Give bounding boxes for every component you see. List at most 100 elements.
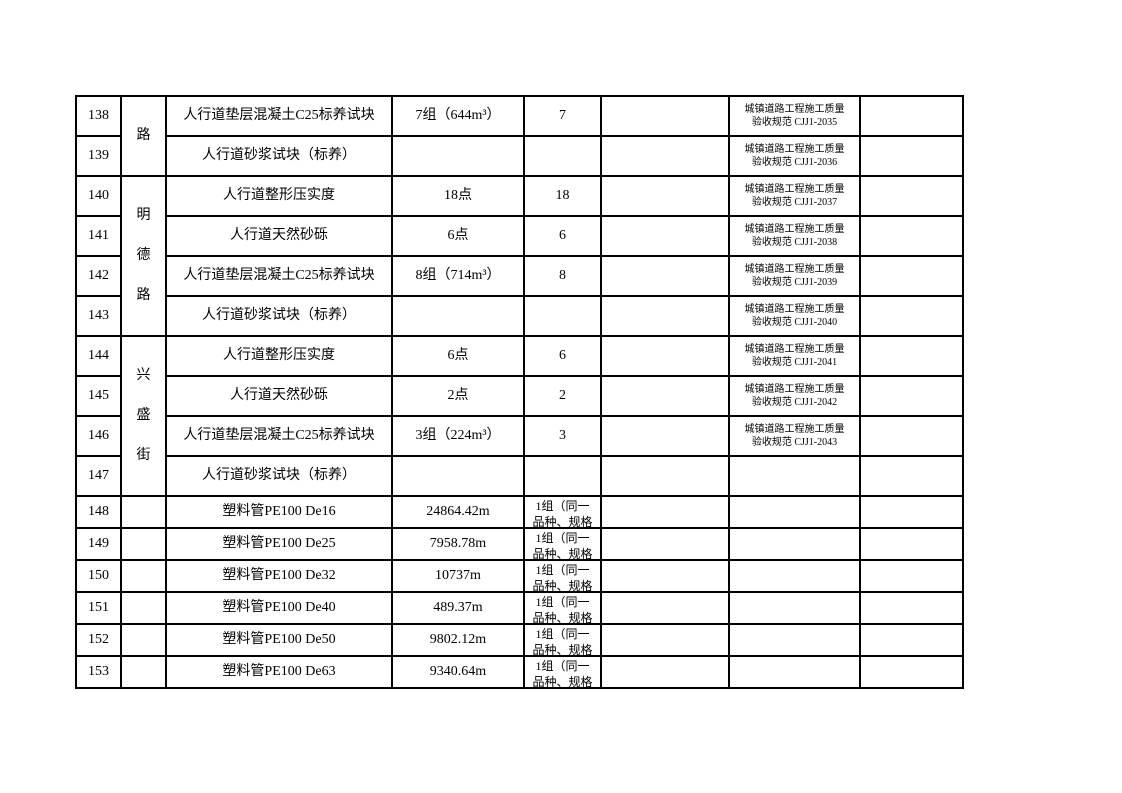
row-number-cell: 144 <box>75 335 122 377</box>
quantity-cell: 10737m <box>391 559 525 593</box>
standard-cell: 城镇道路工程施工质量验收规范 CJJ1-2035 <box>728 95 861 137</box>
inspection-record-table: 138 路 人行道垫层混凝土C25标养试块 7组（644m³） 7 城镇道路工程… <box>75 95 964 689</box>
road-name-cell: 路 <box>120 95 167 177</box>
blank-cell <box>600 335 730 377</box>
table-row: 142 人行道垫层混凝土C25标养试块 8组（714m³） 8 城镇道路工程施工… <box>75 255 964 297</box>
blank-cell <box>600 495 730 529</box>
count-cell: 1组（同一品种、规格 <box>523 623 602 657</box>
blank-cell <box>600 455 730 497</box>
standard-cell: 城镇道路工程施工质量验收规范 CJJ1-2043 <box>728 415 861 457</box>
row-number-cell: 151 <box>75 591 122 625</box>
table-row: 148 塑料管PE100 De16 24864.42m 1组（同一品种、规格 <box>75 495 964 529</box>
row-number-cell: 150 <box>75 559 122 593</box>
count-cell: 1组（同一品种、规格 <box>523 655 602 689</box>
remark-cell <box>859 655 964 689</box>
quantity-cell <box>391 135 525 177</box>
remark-cell <box>859 527 964 561</box>
count-label: 1组（同一品种、规格 <box>532 563 593 591</box>
blank-cell <box>600 559 730 593</box>
count-cell: 18 <box>523 175 602 217</box>
quantity-cell: 3组（224m³） <box>391 415 525 457</box>
remark-cell <box>859 495 964 529</box>
standard-cell: 城镇道路工程施工质量验收规范 CJJ1-2036 <box>728 135 861 177</box>
table-row: 153 塑料管PE100 De63 9340.64m 1组（同一品种、规格 <box>75 655 964 689</box>
remark-cell <box>859 255 964 297</box>
quantity-cell: 6点 <box>391 335 525 377</box>
row-number-cell: 148 <box>75 495 122 529</box>
remark-cell <box>859 95 964 137</box>
item-name-cell: 人行道垫层混凝土C25标养试块 <box>165 255 393 297</box>
item-name-cell: 人行道天然砂砾 <box>165 375 393 417</box>
blank-cell <box>600 255 730 297</box>
standard-cell: 城镇道路工程施工质量验收规范 CJJ1-2041 <box>728 335 861 377</box>
table-row: 149 塑料管PE100 De25 7958.78m 1组（同一品种、规格 <box>75 527 964 561</box>
road-name-cell <box>120 591 167 625</box>
table-row: 150 塑料管PE100 De32 10737m 1组（同一品种、规格 <box>75 559 964 593</box>
quantity-cell: 7958.78m <box>391 527 525 561</box>
item-name-cell: 人行道砂浆试块（标养） <box>165 135 393 177</box>
quantity-cell: 9340.64m <box>391 655 525 689</box>
count-cell <box>523 295 602 337</box>
item-name-cell: 塑料管PE100 De50 <box>165 623 393 657</box>
remark-cell <box>859 415 964 457</box>
item-name-cell: 人行道砂浆试块（标养） <box>165 295 393 337</box>
row-number-cell: 146 <box>75 415 122 457</box>
table-row: 143 人行道砂浆试块（标养） 城镇道路工程施工质量验收规范 CJJ1-2040 <box>75 295 964 337</box>
count-label: 1组（同一品种、规格 <box>532 499 593 527</box>
standard-cell <box>728 591 861 625</box>
count-cell: 2 <box>523 375 602 417</box>
standard-cell <box>728 655 861 689</box>
quantity-cell: 18点 <box>391 175 525 217</box>
row-number-cell: 152 <box>75 623 122 657</box>
row-number-cell: 139 <box>75 135 122 177</box>
table-row: 140 明德路 人行道整形压实度 18点 18 城镇道路工程施工质量验收规范 C… <box>75 175 964 337</box>
remark-cell <box>859 375 964 417</box>
remark-cell <box>859 335 964 377</box>
table-row: 141 人行道天然砂砾 6点 6 城镇道路工程施工质量验收规范 CJJ1-203… <box>75 215 964 257</box>
item-name-cell: 塑料管PE100 De32 <box>165 559 393 593</box>
blank-cell <box>600 375 730 417</box>
blank-cell <box>600 95 730 137</box>
table-row: 147 人行道砂浆试块（标养） <box>75 455 964 497</box>
item-name-cell: 人行道砂浆试块（标养） <box>165 455 393 497</box>
blank-cell <box>600 591 730 625</box>
row-number-cell: 153 <box>75 655 122 689</box>
row-number-cell: 141 <box>75 215 122 257</box>
road-name-label: 兴盛街 <box>136 368 151 463</box>
standard-cell <box>728 455 861 497</box>
standard-cell: 城镇道路工程施工质量验收规范 CJJ1-2042 <box>728 375 861 417</box>
count-label: 1组（同一品种、规格 <box>532 531 593 559</box>
standard-cell: 城镇道路工程施工质量验收规范 CJJ1-2037 <box>728 175 861 217</box>
quantity-cell: 8组（714m³） <box>391 255 525 297</box>
count-cell <box>523 455 602 497</box>
road-name-cell: 明德路 <box>120 175 167 337</box>
row-number-cell: 140 <box>75 175 122 217</box>
remark-cell <box>859 135 964 177</box>
quantity-cell: 7组（644m³） <box>391 95 525 137</box>
count-cell: 3 <box>523 415 602 457</box>
row-number-cell: 143 <box>75 295 122 337</box>
count-cell: 1组（同一品种、规格 <box>523 527 602 561</box>
quantity-cell: 489.37m <box>391 591 525 625</box>
quantity-cell <box>391 295 525 337</box>
standard-cell <box>728 623 861 657</box>
row-number-cell: 147 <box>75 455 122 497</box>
count-label: 1组（同一品种、规格 <box>532 627 593 655</box>
item-name-cell: 塑料管PE100 De16 <box>165 495 393 529</box>
remark-cell <box>859 175 964 217</box>
blank-cell <box>600 655 730 689</box>
count-label: 1组（同一品种、规格 <box>532 659 593 687</box>
remark-cell <box>859 455 964 497</box>
road-name-label: 明德路 <box>136 208 151 303</box>
quantity-cell: 2点 <box>391 375 525 417</box>
remark-cell <box>859 559 964 593</box>
item-name-cell: 塑料管PE100 De63 <box>165 655 393 689</box>
count-cell: 7 <box>523 95 602 137</box>
road-name-cell <box>120 527 167 561</box>
remark-cell <box>859 295 964 337</box>
standard-cell <box>728 559 861 593</box>
standard-label: 城镇道路工程施工质量验收规范 CJJ1-2035 <box>744 104 845 128</box>
table-row: 144 兴盛街 人行道整形压实度 6点 6 城镇道路工程施工质量验收规范 CJJ… <box>75 335 964 497</box>
standard-label: 城镇道路工程施工质量验收规范 CJJ1-2038 <box>744 224 845 248</box>
item-name-cell: 人行道垫层混凝土C25标养试块 <box>165 415 393 457</box>
